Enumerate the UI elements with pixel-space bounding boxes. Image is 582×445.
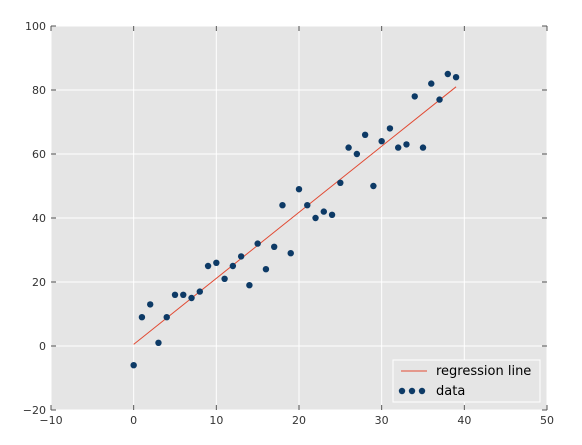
data-point — [221, 275, 228, 282]
legend-dot — [398, 387, 406, 395]
data-point — [411, 93, 418, 100]
legend: regression line data — [392, 359, 541, 403]
x-tick-label: 50 — [540, 414, 554, 427]
y-tick-label: 40 — [32, 212, 46, 225]
data-point — [304, 202, 311, 209]
y-tick-label: 100 — [25, 20, 46, 33]
data-point — [196, 288, 203, 295]
data-point — [138, 314, 146, 321]
data-point — [171, 291, 179, 298]
data-point — [328, 211, 336, 218]
y-tick-label: 60 — [32, 148, 46, 161]
x-tick-label: 0 — [130, 414, 137, 427]
data-point — [229, 262, 237, 270]
data-point — [188, 294, 195, 302]
data-point — [180, 291, 187, 298]
data-point — [254, 240, 261, 247]
data-point — [213, 259, 220, 266]
legend-label-data: data — [436, 384, 465, 399]
data-point — [436, 96, 443, 103]
data-point — [204, 262, 212, 270]
data-point — [452, 74, 460, 81]
y-tick-label: −20 — [23, 404, 46, 417]
y-tick-label: 80 — [32, 84, 46, 97]
data-point — [386, 125, 394, 132]
legend-dot — [408, 387, 416, 395]
data-point — [353, 150, 361, 158]
data-series — [130, 70, 460, 369]
data-point — [345, 144, 352, 151]
y-tick-labels: −20 0 20 40 60 80 100 — [23, 20, 46, 417]
data-point — [155, 339, 162, 346]
data-point — [295, 186, 303, 193]
x-tick-labels: −10 0 10 20 30 40 50 — [39, 414, 554, 427]
data-point — [237, 253, 245, 260]
data-point — [337, 179, 344, 186]
legend-label-regression: regression line — [436, 364, 531, 379]
data-point — [361, 131, 369, 138]
data-point — [163, 314, 170, 321]
data-point — [395, 144, 402, 151]
data-point — [287, 250, 294, 257]
y-tick-label: 0 — [39, 340, 46, 353]
x-tick-label: 20 — [292, 414, 306, 427]
legend-dot — [418, 387, 426, 395]
x-tick-label: 40 — [457, 414, 471, 427]
data-point — [403, 141, 410, 148]
y-tick-label: 20 — [32, 276, 46, 289]
data-point — [428, 80, 435, 87]
data-point — [419, 144, 427, 151]
legend-box — [392, 359, 541, 403]
data-point — [271, 243, 278, 250]
x-tick-label: 10 — [209, 414, 223, 427]
data-point — [370, 182, 377, 190]
data-point — [130, 362, 137, 369]
data-point — [279, 202, 286, 209]
axis-ticks — [50, 25, 548, 411]
data-point — [246, 282, 253, 289]
data-point — [312, 214, 319, 222]
data-point — [444, 70, 451, 78]
regression-line — [133, 86, 457, 345]
data-point — [378, 138, 385, 145]
x-tick-label: 30 — [375, 414, 389, 427]
regression-series — [133, 86, 457, 345]
data-point — [147, 301, 154, 308]
data-point — [262, 266, 270, 273]
data-point — [320, 208, 327, 215]
x-tick-label: −10 — [39, 414, 62, 427]
